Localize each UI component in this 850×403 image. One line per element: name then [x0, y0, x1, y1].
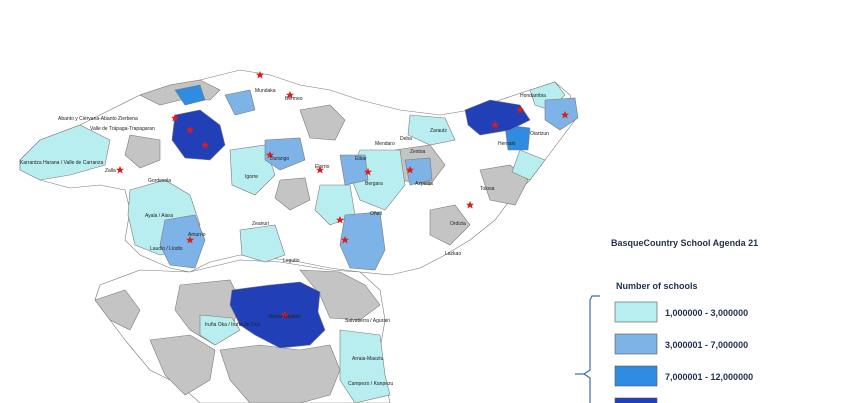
region — [404, 157, 433, 186]
star — [116, 166, 124, 174]
legend-swatch — [614, 365, 658, 387]
star — [256, 71, 264, 79]
municipality-label: Mundaka — [255, 88, 276, 94]
star — [281, 311, 289, 319]
star — [561, 111, 569, 119]
legend: 1,000000 - 3,000000 3,000001 - 7,000000 7,… — [614, 301, 753, 403]
star — [201, 141, 209, 149]
municipality-label: Zalla — [105, 168, 116, 174]
star — [186, 236, 194, 244]
municipality-label: Oiartzun — [530, 131, 549, 137]
municipality-label: Bergara — [365, 181, 383, 187]
municipality-label: Zarautz — [430, 128, 447, 134]
municipality-label: Legutio — [283, 258, 300, 264]
municipality-label: Vitoria-Gasteiz — [268, 314, 301, 320]
region — [171, 109, 226, 161]
municipality-label: Mendaro — [375, 141, 395, 147]
municipality-label: Tolosa — [480, 186, 495, 192]
legend-swatch — [614, 333, 658, 355]
municipality-labels: Karrantza Harana / Valle de Carranza Aba… — [20, 88, 549, 387]
region — [199, 314, 241, 346]
region — [149, 334, 216, 396]
star — [466, 201, 474, 209]
region — [504, 124, 531, 151]
municipality-label: Zeanuri — [252, 221, 269, 227]
region — [19, 124, 111, 181]
legend-label: 7,000001 - 12,000000 — [665, 372, 753, 382]
legend-title: Number of schools — [616, 281, 698, 291]
municipality-label: Igorre — [245, 174, 258, 180]
municipality-label: Bermeo — [285, 96, 303, 102]
region — [339, 154, 369, 186]
region — [239, 224, 286, 263]
region — [174, 84, 206, 106]
municipality-label: Campezo / Kanpezu — [348, 381, 394, 387]
region — [299, 269, 381, 321]
region — [429, 204, 471, 246]
map-title: BasqueCountry School Agenda 21 — [611, 238, 758, 248]
municipality-label: Salvatierra / Agurain — [345, 318, 390, 324]
region — [124, 134, 161, 169]
star — [171, 114, 179, 122]
legend-swatch — [614, 301, 658, 323]
region — [224, 89, 256, 116]
legend-label: 1,000000 - 3,000000 — [665, 308, 748, 318]
municipality-label: Oñati — [370, 211, 382, 217]
legend-label: 3,000001 - 7,000000 — [665, 340, 748, 350]
municipality-label: Amurrio — [188, 232, 206, 238]
region — [511, 149, 546, 181]
municipality-label: Ayala / Aiara — [145, 213, 173, 219]
municipality-label: Durango — [270, 156, 289, 162]
region — [159, 214, 206, 269]
map — [19, 69, 579, 403]
municipality-label: Karrantza Harana / Valle de Carranza — [20, 160, 104, 166]
region — [407, 114, 456, 146]
region — [229, 281, 326, 349]
municipality-label: Abanto y Ciérvana-Abanto Zierbena — [58, 116, 138, 122]
municipality-label: Gordexola — [148, 178, 171, 184]
municipality-label: Eibar — [355, 156, 367, 162]
star — [186, 126, 194, 134]
region — [339, 211, 386, 271]
region — [464, 99, 531, 136]
region — [229, 144, 276, 196]
municipality-label: Iruña Oka / Iruña de Oca — [205, 322, 260, 328]
star — [406, 166, 414, 174]
municipality-label: Hernani — [498, 141, 516, 147]
municipality-label: Zestoa — [410, 149, 426, 155]
region — [274, 177, 311, 211]
region — [264, 137, 306, 171]
municipality-label: Ordizia — [450, 221, 466, 227]
municipality-label: Hondarribia — [520, 93, 546, 99]
legend-swatch — [614, 397, 658, 403]
star — [286, 91, 294, 99]
region — [94, 289, 141, 331]
star — [316, 166, 324, 174]
municipality-label: Elorrio — [315, 164, 330, 170]
star — [336, 216, 344, 224]
legend-bracket — [582, 295, 600, 403]
star — [516, 106, 524, 114]
region — [479, 164, 529, 206]
municipality-label: Arraia-Maeztu — [352, 356, 384, 362]
municipality-label: Lazkao — [445, 251, 461, 257]
region — [339, 329, 391, 403]
star — [266, 151, 274, 159]
star — [364, 168, 372, 176]
star — [491, 121, 499, 129]
school-markers — [116, 71, 569, 319]
municipality-label: Valle de Trápaga-Trapagaran — [90, 126, 155, 132]
municipality-label: Deba — [400, 136, 412, 142]
star — [341, 236, 349, 244]
municipality-label: Laudio / Llodio — [150, 246, 183, 252]
municipality-label: Azpeitia — [415, 181, 433, 187]
region — [299, 104, 346, 141]
